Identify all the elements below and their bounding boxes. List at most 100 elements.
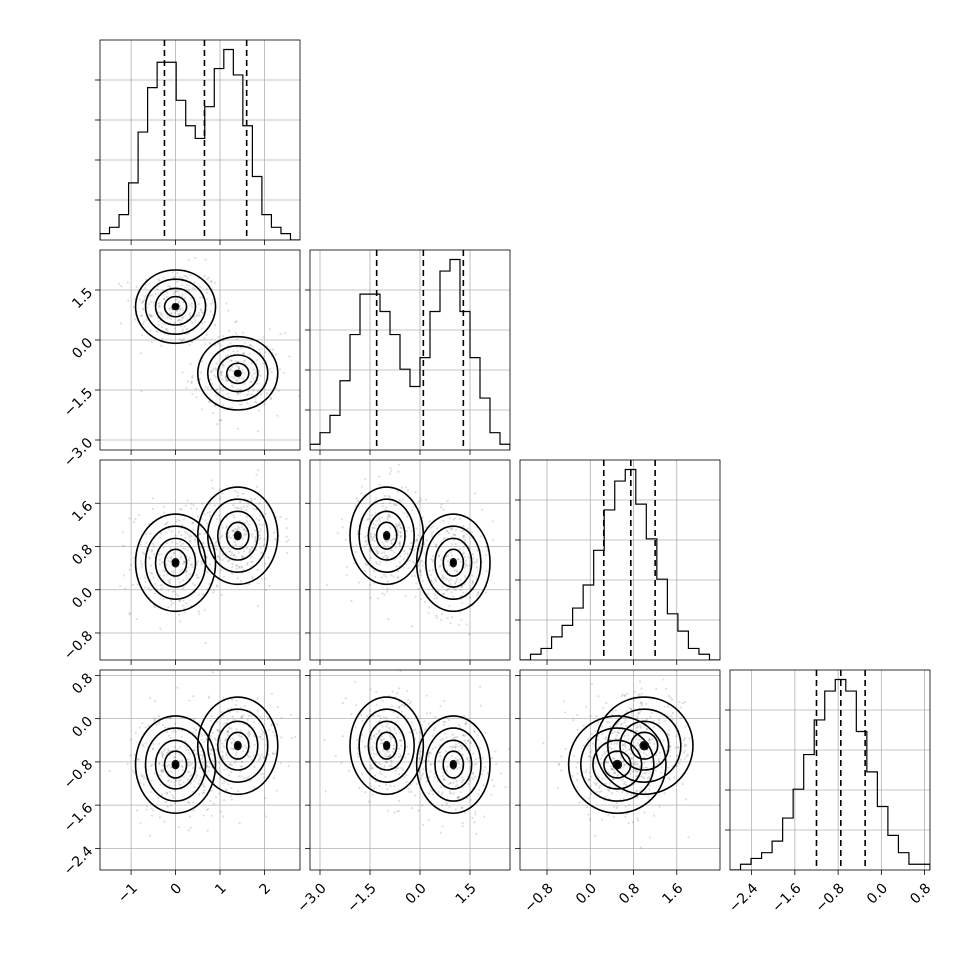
scatter-point <box>374 575 377 578</box>
scatter-point <box>211 298 215 302</box>
panel-frame <box>99 39 301 241</box>
scatter-point <box>470 776 473 779</box>
x-tick-label: −2.4 <box>726 880 761 915</box>
scatter-point <box>391 538 394 542</box>
scatter-point <box>191 565 194 569</box>
scatter-point <box>475 832 478 836</box>
scatter-point <box>213 737 217 740</box>
scatter-point <box>453 538 456 542</box>
scatter-point <box>166 780 170 783</box>
scatter-point <box>203 343 207 346</box>
scatter-point <box>601 818 604 821</box>
scatter-point <box>158 558 161 561</box>
scatter-point <box>178 319 181 322</box>
scatter-point <box>298 395 300 398</box>
scatter-point <box>235 379 238 382</box>
scatter-point <box>167 528 171 531</box>
scatter-point <box>377 551 380 554</box>
scatter-point <box>166 573 169 576</box>
scatter-point <box>245 533 248 536</box>
contour-level <box>216 510 259 561</box>
scatter-point <box>186 549 189 552</box>
scatter-point <box>162 768 165 771</box>
scatter-point <box>406 489 409 492</box>
scatter-point <box>196 576 199 579</box>
scatter-point <box>170 530 173 533</box>
scatter-point <box>242 360 246 363</box>
scatter-point <box>415 582 418 585</box>
scatter-point <box>666 732 669 735</box>
scatter-point <box>181 579 185 582</box>
scatter-point <box>508 747 510 751</box>
scatter-point <box>370 785 373 788</box>
scatter-point <box>363 545 366 548</box>
scatter-point <box>344 697 347 700</box>
scatter-point <box>177 780 181 783</box>
scatter-point <box>587 797 591 800</box>
scatter-point <box>209 734 213 738</box>
scatter-point <box>220 372 223 375</box>
scatter-point <box>461 776 464 779</box>
scatter-point <box>645 727 648 730</box>
scatter-point <box>215 540 218 543</box>
scatter-point <box>375 737 378 740</box>
scatter-point <box>419 777 423 780</box>
scatter-point <box>209 748 213 752</box>
scatter-point <box>624 746 627 749</box>
scatter-point <box>136 757 139 761</box>
scatter-point <box>667 695 671 698</box>
scatter-point <box>236 427 240 430</box>
scatter-point <box>404 595 407 598</box>
scatter-point <box>618 732 621 735</box>
scatter-point <box>397 687 401 690</box>
scatter-point <box>222 350 225 353</box>
scatter-point <box>626 692 629 695</box>
scatter-point <box>239 506 243 509</box>
scatter-point <box>427 759 430 762</box>
scatter-point <box>128 568 131 571</box>
scatter-point <box>242 352 246 356</box>
scatter-point <box>609 765 613 768</box>
scatter-point <box>195 396 198 399</box>
scatter-point <box>123 574 126 577</box>
scatter-point <box>575 766 578 769</box>
scatter-point <box>159 584 162 587</box>
scatter-point <box>254 400 257 403</box>
histogram-panel-0 <box>95 39 301 245</box>
scatter-point <box>202 542 205 545</box>
scatter-point <box>226 379 229 383</box>
scatter-point <box>350 599 353 603</box>
scatter-point <box>385 716 388 720</box>
scatter-point <box>229 359 232 362</box>
scatter-point <box>357 755 360 758</box>
scatter-point <box>269 367 272 370</box>
x-tick-label: 0.0 <box>403 880 430 907</box>
scatter-point <box>357 500 360 503</box>
scatter-point <box>635 738 638 741</box>
scatter-point <box>240 403 243 406</box>
scatter-point <box>392 537 396 541</box>
scatter-point <box>262 336 265 339</box>
scatter-point <box>605 761 608 764</box>
scatter-point <box>423 542 426 546</box>
scatter-point <box>211 671 214 674</box>
scatter-point <box>262 772 265 776</box>
scatter-point <box>229 770 233 774</box>
scatter-point <box>398 521 401 524</box>
scatter-point <box>371 793 374 796</box>
scatter-point <box>459 588 462 592</box>
scatter-point <box>448 517 451 520</box>
scatter-point <box>474 492 477 495</box>
scatter-point <box>231 562 234 565</box>
scatter-point <box>190 380 193 383</box>
scatter-point <box>620 722 623 725</box>
scatter-point <box>389 515 392 518</box>
scatter-point <box>400 744 403 747</box>
scatter-point <box>195 753 198 756</box>
scatter-point <box>382 555 385 559</box>
scatter-point <box>234 506 237 509</box>
scatter-point <box>150 550 154 553</box>
scatter-point <box>603 752 606 756</box>
scatter-point <box>178 581 181 584</box>
scatter-point <box>174 290 177 293</box>
